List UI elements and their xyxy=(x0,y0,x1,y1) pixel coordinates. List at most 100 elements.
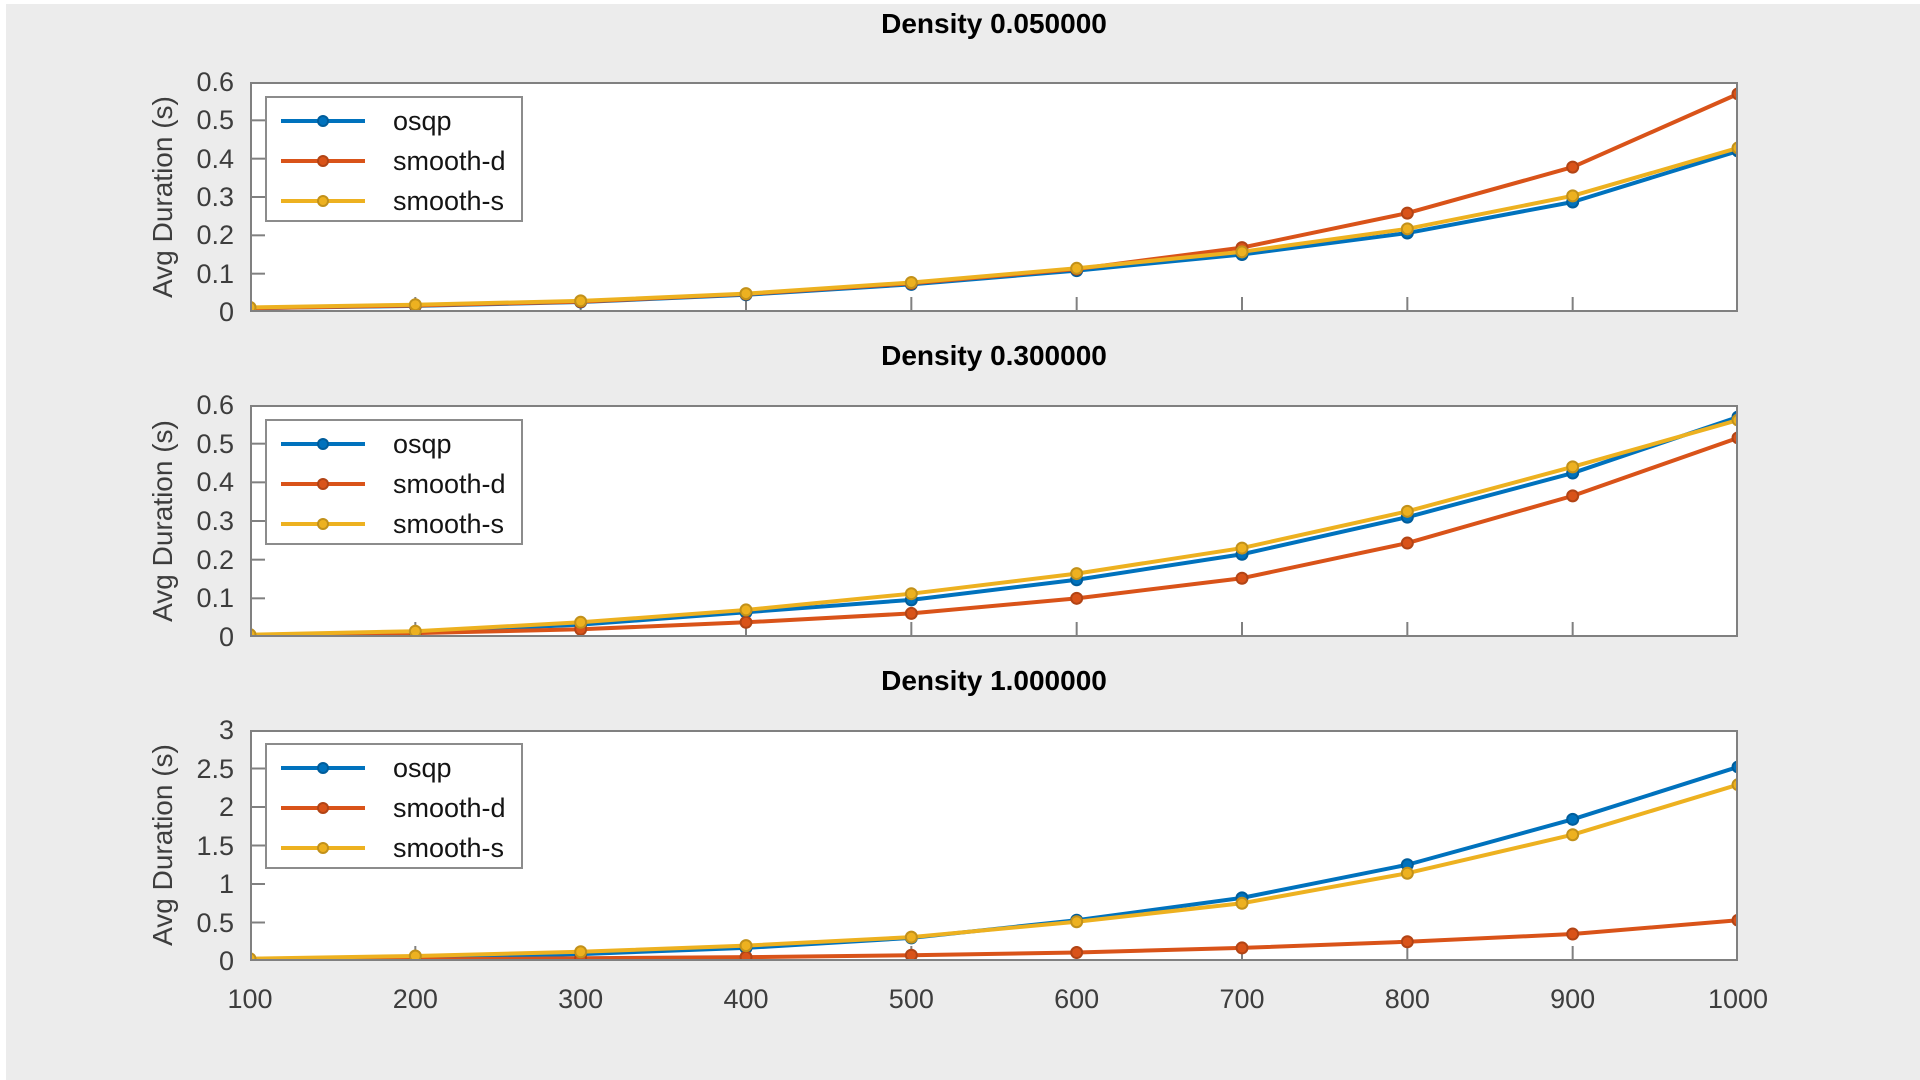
series-line-smooth-d xyxy=(250,918,1738,961)
legend-label: osqp xyxy=(393,752,452,783)
legend-marker-dot xyxy=(317,478,329,490)
data-point-smooth-s xyxy=(1070,567,1084,581)
legend-item-smooth-s: smooth-s xyxy=(267,181,521,221)
legend-label: osqp xyxy=(393,105,452,136)
legend-line-sample xyxy=(281,762,365,774)
y-tick-label: 0.5 xyxy=(196,907,234,938)
data-point-smooth-s xyxy=(739,939,753,953)
y-tick-label: 0.1 xyxy=(196,258,234,289)
data-point-smooth-s xyxy=(408,298,422,312)
data-point-smooth-d xyxy=(1566,927,1580,941)
data-point-smooth-s xyxy=(574,294,588,308)
x-tick-label: 300 xyxy=(558,984,604,1014)
legend-marker-dot xyxy=(317,438,329,450)
data-point-smooth-d xyxy=(1235,941,1249,955)
subplot2-legend: osqp smooth-d smooth-s xyxy=(265,419,523,545)
data-point-smooth-s xyxy=(574,945,588,959)
data-point-smooth-s xyxy=(904,587,918,601)
data-point-smooth-d xyxy=(739,615,753,629)
legend-item-smooth-d: smooth-d xyxy=(267,464,521,504)
legend-label: smooth-d xyxy=(393,792,506,823)
data-point-osqp xyxy=(1566,812,1580,826)
subplot2-title: Density 0.300000 xyxy=(881,340,1107,371)
subplot3-legend: osqp smooth-d smooth-s xyxy=(265,743,523,869)
x-tick-label: 100 xyxy=(227,984,273,1014)
legend-marker-dot xyxy=(317,115,329,127)
y-tick-label: 2.5 xyxy=(196,753,234,784)
data-point-smooth-s xyxy=(1400,866,1414,880)
legend-line-sample xyxy=(281,842,365,854)
legend-marker-dot xyxy=(317,518,329,530)
data-point-smooth-d xyxy=(1070,946,1084,960)
data-point-smooth-d xyxy=(1070,591,1084,605)
y-tick-label: 0.6 xyxy=(196,390,234,420)
legend-label: smooth-d xyxy=(393,468,506,499)
legend-item-smooth-d: smooth-d xyxy=(267,788,521,828)
legend-marker-dot xyxy=(317,842,329,854)
data-point-smooth-d xyxy=(1400,935,1414,949)
series-line-smooth-s xyxy=(250,418,1738,637)
data-point-smooth-s xyxy=(739,603,753,617)
data-point-smooth-s xyxy=(1400,222,1414,236)
data-point-smooth-s xyxy=(1400,504,1414,518)
series-line-smooth-d xyxy=(250,435,1738,637)
y-tick-label: 0.2 xyxy=(196,220,234,251)
legend-item-smooth-d: smooth-d xyxy=(267,141,521,181)
subplot1-title: Density 0.050000 xyxy=(881,8,1107,39)
x-tick-label: 900 xyxy=(1550,984,1596,1014)
data-point-smooth-s xyxy=(1235,245,1249,259)
window-frame-left xyxy=(0,0,6,1080)
legend-label: smooth-d xyxy=(393,145,506,176)
x-tick-label: 800 xyxy=(1384,984,1430,1014)
data-point-smooth-s xyxy=(1235,541,1249,555)
legend-line-sample xyxy=(281,802,365,814)
series-line-smooth-s xyxy=(250,782,1738,961)
subplot3-title: Density 1.000000 xyxy=(881,665,1107,696)
legend-marker-dot xyxy=(317,762,329,774)
y-tick-label: 0 xyxy=(218,297,234,327)
legend-line-sample xyxy=(281,195,365,207)
data-point-smooth-s xyxy=(1235,896,1249,910)
y-tick-label: 0 xyxy=(218,622,234,652)
window-frame-top xyxy=(0,0,1920,4)
legend-item-osqp: osqp xyxy=(267,101,521,141)
y-tick-label: 2 xyxy=(218,792,234,822)
data-point-smooth-d xyxy=(1235,571,1249,585)
x-tick-label: 700 xyxy=(1219,984,1265,1014)
plot-box xyxy=(250,405,1738,637)
y-tick-label: 0.2 xyxy=(196,544,234,575)
y-tick-label: 0 xyxy=(218,946,234,976)
y-tick-label: 0.5 xyxy=(196,105,234,136)
legend-item-smooth-s: smooth-s xyxy=(267,828,521,868)
data-point-smooth-d xyxy=(1400,536,1414,550)
x-tick-label: 500 xyxy=(888,984,934,1014)
data-point-smooth-s xyxy=(408,949,422,961)
data-point-smooth-s xyxy=(904,930,918,944)
data-point-smooth-s xyxy=(574,615,588,629)
y-tick-label: 0.3 xyxy=(196,506,234,536)
legend-marker-dot xyxy=(317,155,329,167)
series-line-smooth-s xyxy=(250,145,1738,310)
x-tick-label: 200 xyxy=(392,984,438,1014)
x-tick-label: 600 xyxy=(1054,984,1100,1014)
data-point-smooth-s xyxy=(1566,828,1580,842)
y-tick-label: 0.1 xyxy=(196,583,234,614)
y-tick-label: 1.5 xyxy=(196,830,234,861)
plot-box xyxy=(250,730,1738,961)
plot-box xyxy=(250,82,1738,312)
legend-item-osqp: osqp xyxy=(267,748,521,788)
y-tick-label: 0.4 xyxy=(196,467,234,498)
y-tick-label: 1 xyxy=(218,869,234,899)
legend-label: smooth-s xyxy=(393,508,505,539)
data-point-smooth-d xyxy=(904,606,918,620)
legend-item-smooth-s: smooth-s xyxy=(267,504,521,544)
legend-line-sample xyxy=(281,115,365,127)
y-tick-label: 0.4 xyxy=(196,143,234,174)
legend-marker-dot xyxy=(317,802,329,814)
y-tick-label: 0.3 xyxy=(196,182,234,212)
data-point-smooth-s xyxy=(1566,460,1580,474)
data-point-smooth-d xyxy=(1566,160,1580,174)
x-tick-label: 400 xyxy=(723,984,769,1014)
data-point-smooth-s xyxy=(739,287,753,301)
